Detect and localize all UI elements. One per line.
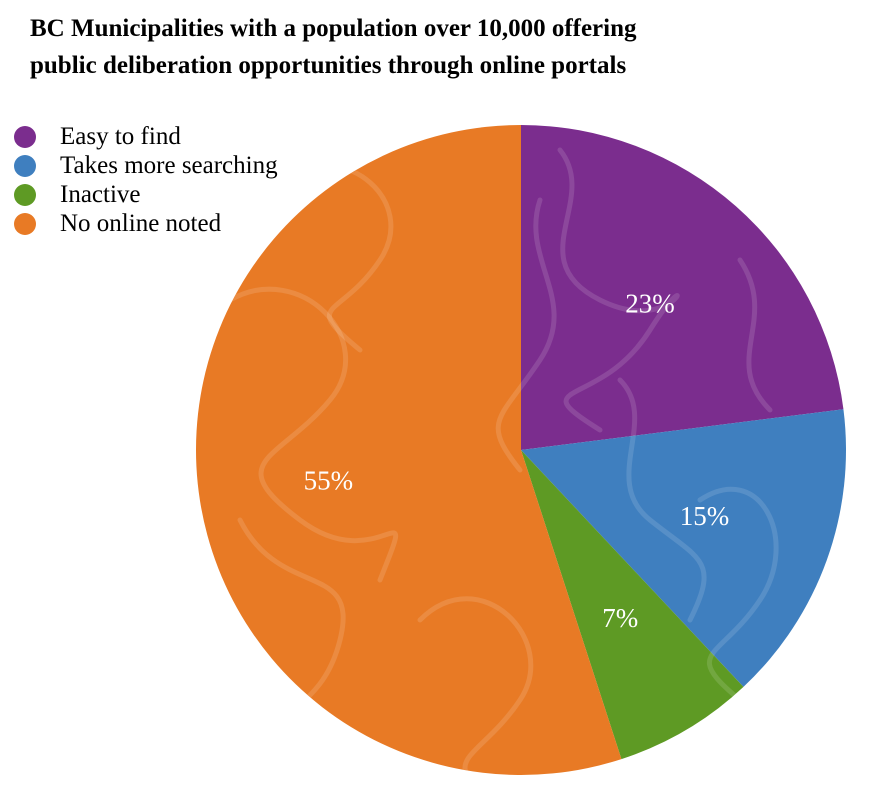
pie-slice-takes-more-searching: [521, 409, 846, 687]
pie-labels: 23% 15% 7% 55%: [304, 289, 730, 633]
legend-label-easy-to-find: Easy to find: [60, 122, 181, 150]
legend-label-inactive: Inactive: [60, 180, 141, 208]
legend-swatch-takes-more-searching: [14, 154, 36, 177]
chart-title-line-2: public deliberation opportunities throug…: [30, 52, 627, 79]
pie-label-inactive: 7%: [602, 603, 638, 633]
legend-swatch-no-online-noted: [14, 212, 36, 235]
pie-slice-no-online-noted: [195, 125, 622, 775]
chart-title: BC Municipalities with a population over…: [30, 10, 870, 84]
texture-stroke: [737, 257, 773, 413]
legend-item-inactive: Inactive: [14, 180, 278, 209]
legend-label-no-online-noted: No online noted: [60, 209, 222, 237]
chart-title-line-1: BC Municipalities with a population over…: [30, 15, 637, 42]
pie-slices: [195, 125, 846, 775]
texture-stroke: [557, 147, 680, 433]
pie-slice-inactive: [521, 450, 744, 760]
legend-swatch-easy-to-find: [14, 125, 36, 148]
texture-stroke: [495, 197, 557, 473]
legend-item-takes-more-searching: Takes more searching: [14, 151, 278, 180]
legend-item-easy-to-find: Easy to find: [14, 122, 278, 151]
legend-item-no-online-noted: No online noted: [14, 209, 278, 238]
pie-slice-easy-to-find: [521, 125, 844, 450]
pie-label-no-online-noted: 55%: [304, 466, 354, 496]
pie-label-easy-to-find: 23%: [625, 289, 675, 319]
pie-texture: [227, 147, 779, 775]
texture-stroke: [697, 486, 779, 703]
pie-label-takes-more-searching: 15%: [680, 501, 730, 531]
texture-stroke: [417, 596, 534, 775]
texture-stroke: [617, 377, 707, 623]
texture-stroke: [227, 286, 399, 583]
legend-swatch-inactive: [14, 183, 36, 206]
legend: Easy to find Takes more searching Inacti…: [14, 122, 278, 238]
legend-label-takes-more-searching: Takes more searching: [60, 151, 278, 179]
